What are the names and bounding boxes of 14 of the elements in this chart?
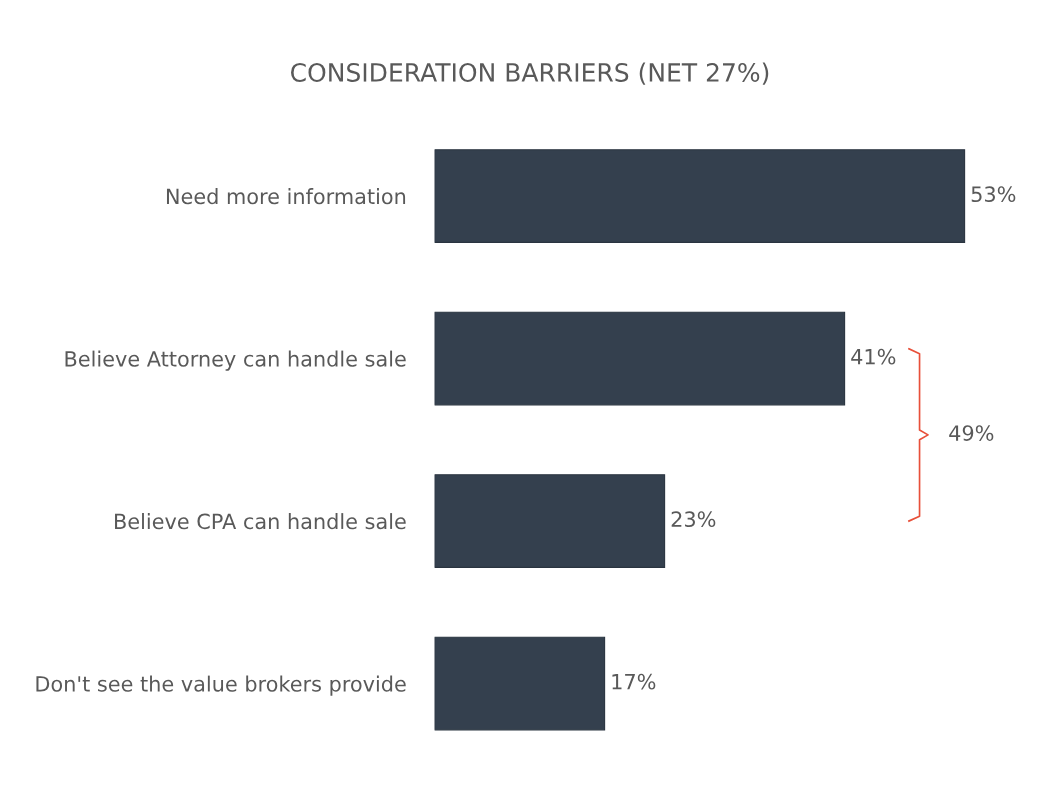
y-tick-label: Need more information — [166, 188, 406, 205]
bar — [434, 636, 606, 731]
bar — [434, 474, 666, 568]
data-label: 41% — [851, 348, 896, 365]
y-tick-label: Don't see the value brokers provide — [36, 675, 406, 696]
bar — [434, 149, 966, 243]
data-label: 53% — [971, 186, 1016, 203]
y-tick-label: Believe CPA can handle sale — [115, 513, 406, 530]
data-label: 17% — [612, 673, 656, 690]
annotation: 49% — [949, 425, 994, 441]
chart-title: CONSIDERATION BARRIERS (NET 27%) — [291, 62, 769, 85]
bar — [434, 311, 846, 406]
data-label: 23% — [671, 511, 716, 528]
y-tick-label: Believe Attorney can handle sale — [65, 350, 406, 371]
